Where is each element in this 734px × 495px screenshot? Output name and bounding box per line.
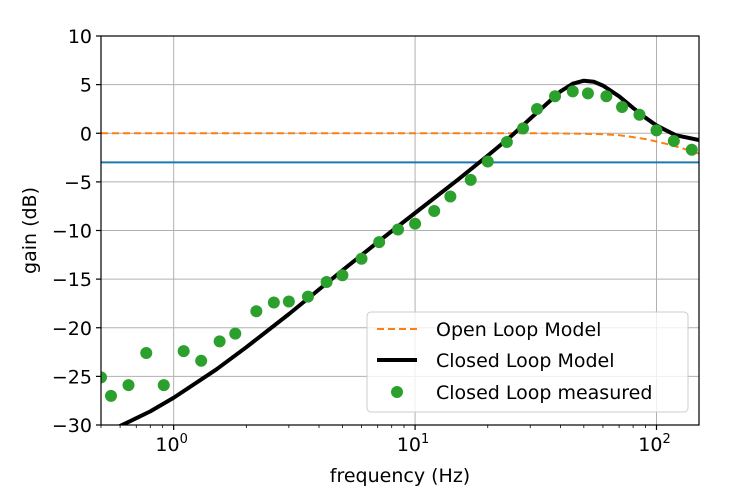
y-tick-label: −25: [52, 366, 92, 388]
y-axis-label: gain (dB): [19, 187, 41, 274]
axis-ticks: −30 −25 −20 −15 −10 −5 0 5 10 100 101 102: [52, 26, 671, 456]
measured-point: [566, 85, 579, 98]
measured-point: [140, 347, 153, 360]
legend-label-closed-loop-model: Closed Loop Model: [436, 350, 615, 372]
x-tick-label: 100: [155, 432, 187, 456]
measured-point: [650, 124, 663, 137]
measured-point: [500, 136, 513, 148]
closed-loop-model-line: [117, 78, 699, 425]
measured-point: [122, 379, 135, 392]
legend-label-closed-loop-measured: Closed Loop measured: [436, 382, 652, 404]
measured-point: [373, 236, 386, 249]
measured-point: [213, 335, 226, 348]
legend-box: [366, 311, 689, 413]
measured-point: [581, 87, 594, 100]
measured-point: [549, 90, 562, 103]
measured-point: [355, 252, 368, 265]
measured-point: [531, 102, 544, 115]
x-tick-label: 102: [638, 432, 670, 456]
measured-point: [633, 108, 646, 121]
measured-point: [600, 90, 613, 103]
x-axis-label: frequency (Hz): [330, 465, 470, 487]
measured-point: [336, 269, 349, 282]
measured-point: [616, 100, 629, 113]
legend-swatch-closed-loop-measured: [391, 386, 403, 398]
measured-point: [282, 295, 295, 308]
legend-label-open-loop-model: Open Loop Model: [436, 319, 601, 341]
measured-point: [667, 135, 680, 148]
legend: Open Loop Model Closed Loop Model Closed…: [366, 311, 689, 413]
measured-point: [409, 217, 422, 230]
measured-point: [101, 371, 107, 384]
y-tick-label: 10: [68, 26, 92, 48]
y-tick-label: 5: [80, 75, 92, 97]
measured-point: [195, 354, 208, 367]
y-tick-label: −5: [64, 172, 92, 194]
measured-point: [104, 389, 117, 402]
y-tick-label: −20: [52, 318, 92, 340]
measured-point: [517, 122, 530, 135]
measured-point: [267, 296, 280, 309]
measured-point: [229, 327, 242, 340]
measured-point: [444, 190, 457, 203]
y-tick-label: −15: [52, 269, 92, 291]
measured-point: [685, 143, 698, 156]
measured-point: [464, 173, 477, 186]
y-tick-label: −10: [52, 221, 92, 243]
measured-point: [320, 276, 333, 289]
measured-point: [157, 379, 170, 392]
measured-point: [250, 305, 263, 318]
measured-point: [481, 155, 494, 168]
x-tick-label: 101: [397, 432, 429, 456]
measured-point: [392, 223, 405, 236]
open-loop-model-line: [101, 132, 699, 155]
measured-point: [301, 290, 314, 303]
y-tick-label: 0: [80, 123, 92, 145]
measured-point: [177, 345, 190, 358]
plot-series: [101, 78, 699, 425]
measured-point: [428, 205, 441, 218]
y-tick-label: −30: [52, 415, 92, 437]
